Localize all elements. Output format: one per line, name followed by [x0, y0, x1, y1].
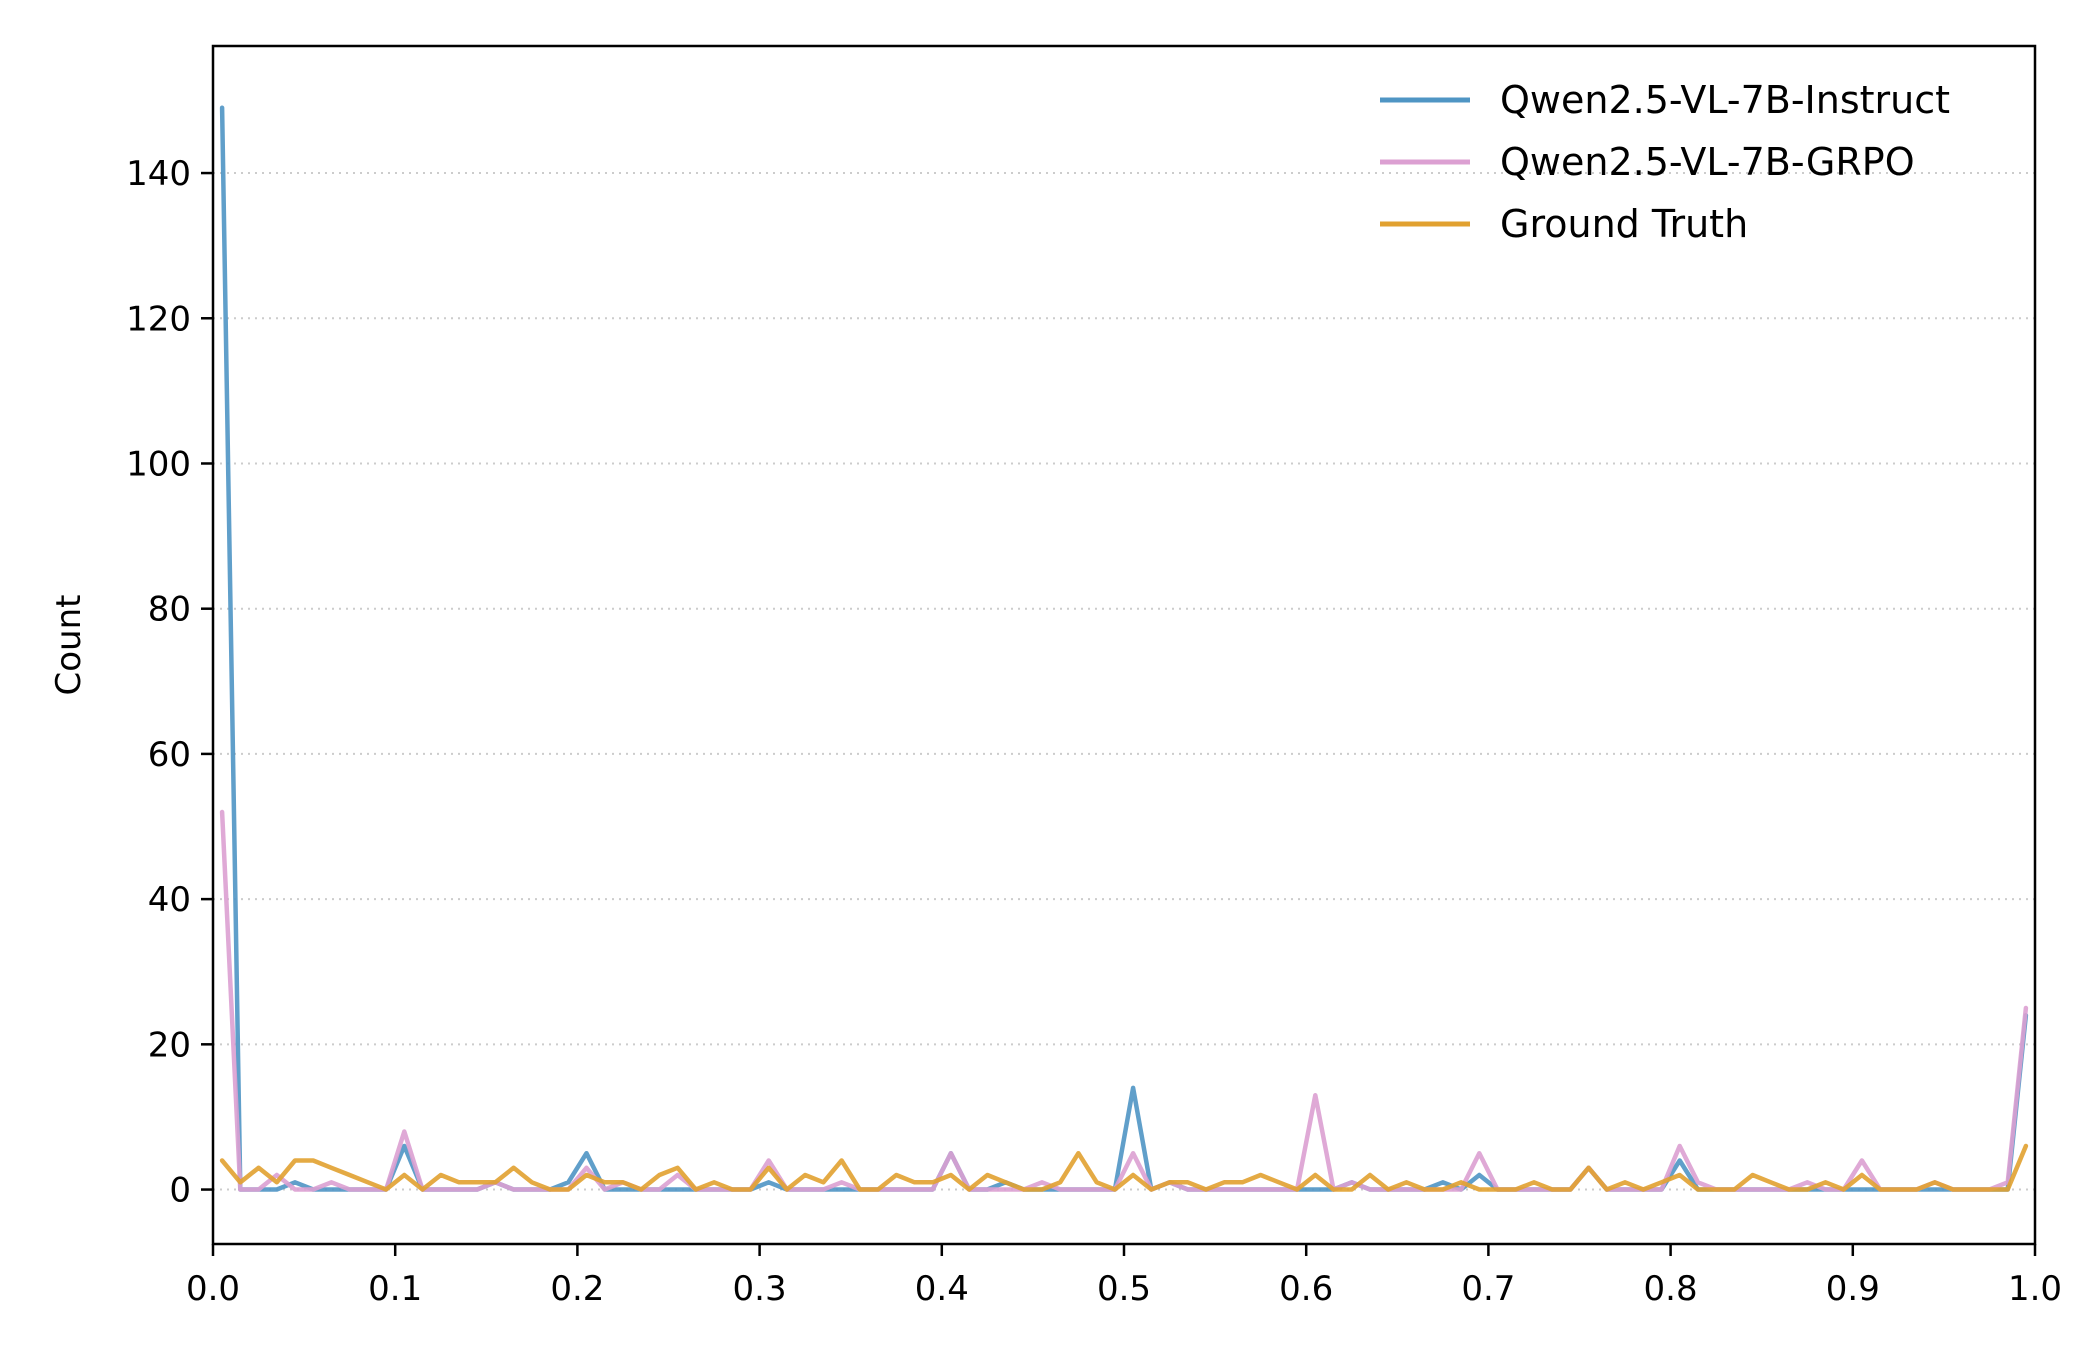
plot-frame: [211, 44, 2037, 1246]
gridlines: [213, 172, 2035, 1191]
x-tick-label: 0.1: [368, 1269, 422, 1309]
y-tick-label: 100: [126, 444, 191, 484]
x-tick-label: 0.5: [1097, 1269, 1151, 1309]
y-tick-label: 0: [169, 1171, 191, 1211]
x-tick-label: 0.4: [915, 1269, 969, 1309]
x-tick-label: 0.6: [1279, 1269, 1333, 1309]
y-tick-label: 140: [126, 154, 191, 194]
series-lines: [219, 105, 2029, 1192]
x-tick-label: 0.7: [1461, 1269, 1515, 1309]
x-tick-label: 0.8: [1644, 1269, 1698, 1309]
legend-label: Qwen2.5-VL-7B-GRPO: [1500, 140, 1915, 184]
y-tick-label: 120: [126, 299, 191, 339]
x-tick-label: 0.3: [733, 1269, 787, 1309]
x-tick-label: 0.2: [550, 1269, 604, 1309]
x-tick-label: 1.0: [2008, 1269, 2062, 1309]
y-tick-label: 20: [148, 1025, 191, 1065]
legend-label: Ground Truth: [1500, 202, 1748, 246]
x-tick-label: 0.0: [186, 1269, 240, 1309]
x-tick-label: 0.9: [1826, 1269, 1880, 1309]
y-axis-label: Count: [49, 595, 89, 696]
y-tick-label: 80: [148, 590, 191, 630]
y-axis: 0 20 40 60 80 100 120 140: [126, 154, 213, 1211]
x-axis: 0.0 0.1 0.2 0.3 0.4 0.5 0.6 0.7 0.8 0.9 1.0: [186, 1244, 2062, 1309]
y-tick-label: 60: [148, 735, 191, 775]
legend: Qwen2.5-VL-7B-Instruct Qwen2.5-VL-7B-GRPO…: [1380, 78, 1950, 246]
series-line-3: [219, 1143, 2029, 1192]
series-line-1: [219, 105, 2029, 1192]
legend-label: Qwen2.5-VL-7B-Instruct: [1500, 78, 1950, 122]
y-tick-label: 40: [148, 880, 191, 920]
